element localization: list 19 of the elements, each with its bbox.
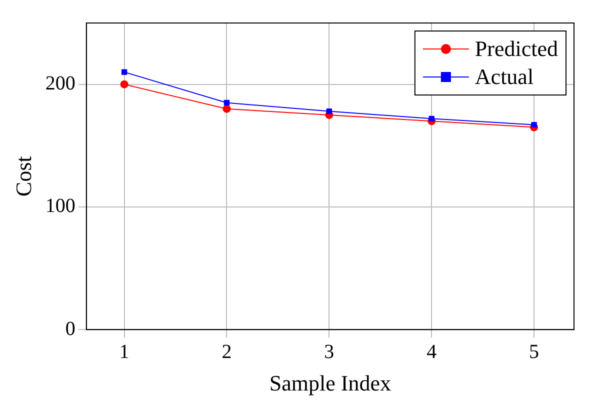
y-tick-label: 200	[45, 72, 76, 95]
x-axis-title: Sample Index	[269, 370, 391, 396]
x-tick-label: 4	[426, 340, 437, 363]
point	[531, 122, 537, 128]
x-tick-label: 5	[529, 340, 540, 363]
x-tick-label: 2	[222, 340, 232, 363]
point	[120, 80, 128, 88]
x-tick-label: 3	[324, 340, 334, 363]
y-tick-label: 100	[45, 195, 76, 218]
y-tick-label: 0	[65, 318, 76, 340]
y-axis-title: Cost	[10, 156, 36, 196]
point	[428, 116, 434, 122]
x-tick-label: 1	[119, 340, 130, 363]
point	[222, 104, 231, 113]
legend-label: Predicted	[474, 36, 558, 61]
point	[224, 100, 230, 106]
point	[326, 108, 332, 114]
point	[121, 69, 128, 75]
legend-label: Actual	[474, 64, 534, 89]
